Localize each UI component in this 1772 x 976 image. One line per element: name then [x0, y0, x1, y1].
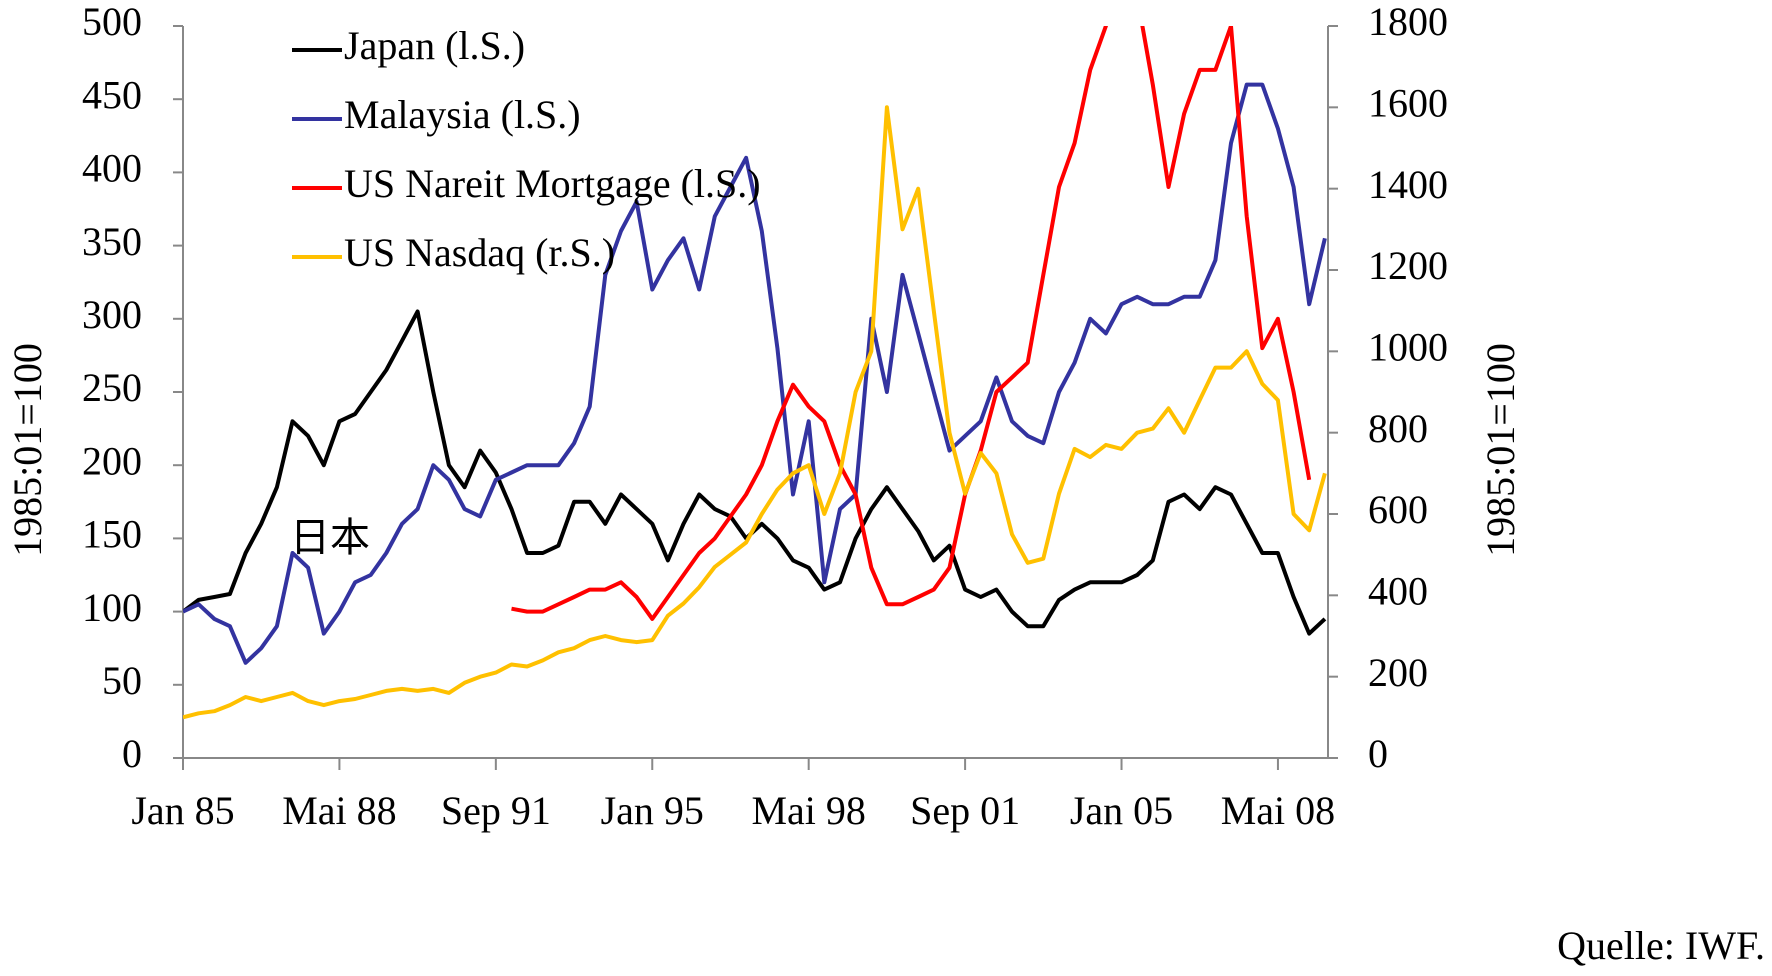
y2-tick-label: 400 — [1368, 569, 1428, 614]
y-tick-label: 300 — [82, 292, 142, 337]
source: Quelle: IWF. — [1557, 923, 1765, 968]
x-tick-label: Mai 88 — [282, 788, 396, 833]
y-tick-label: 50 — [102, 658, 142, 703]
series-line — [183, 82, 1327, 665]
legend-label: US Nareit Mortgage (l.S.) — [344, 161, 761, 206]
x-tick-label: Sep 91 — [441, 788, 551, 833]
y2-tick-label: 1000 — [1368, 325, 1448, 370]
series-line — [511, 26, 1312, 621]
y2-tick-label: 1800 — [1368, 0, 1448, 44]
y-tick-label: 350 — [82, 219, 142, 264]
y2-tick-label: 1600 — [1368, 81, 1448, 126]
y-tick-label: 200 — [82, 438, 142, 483]
y-tick-label: 450 — [82, 72, 142, 117]
y-tick-label: 150 — [82, 512, 142, 557]
y2-tick-label: 200 — [1368, 650, 1428, 695]
x-tick-label: Sep 01 — [910, 788, 1020, 833]
y-tick-label: 500 — [82, 0, 142, 44]
annotation: 日本 — [290, 515, 370, 560]
y2-tick-label: 800 — [1368, 406, 1428, 451]
x-tick-label: Jan 95 — [601, 788, 704, 833]
legend-label: Japan (l.S.) — [344, 23, 525, 68]
y-axis-label: 1985:01=100 — [5, 343, 50, 557]
legend-label: Malaysia (l.S.) — [344, 92, 581, 137]
x-tick-label: Jan 05 — [1070, 788, 1173, 833]
y-tick-label: 0 — [122, 731, 142, 776]
x-tick-label: Mai 98 — [751, 788, 865, 833]
y-tick-label: 400 — [82, 146, 142, 191]
y2-tick-label: 1400 — [1368, 162, 1448, 207]
y2-axis-label: 1985:01=100 — [1478, 343, 1523, 557]
y2-tick-label: 0 — [1368, 731, 1388, 776]
x-tick-label: Jan 85 — [131, 788, 234, 833]
y-tick-label: 250 — [82, 365, 142, 410]
legend-label: US Nasdaq (r.S.) — [344, 230, 615, 275]
x-tick-label: Mai 08 — [1221, 788, 1335, 833]
y-tick-label: 100 — [82, 585, 142, 630]
y2-tick-label: 600 — [1368, 487, 1428, 532]
series-line — [183, 105, 1327, 720]
y2-tick-label: 1200 — [1368, 243, 1448, 288]
